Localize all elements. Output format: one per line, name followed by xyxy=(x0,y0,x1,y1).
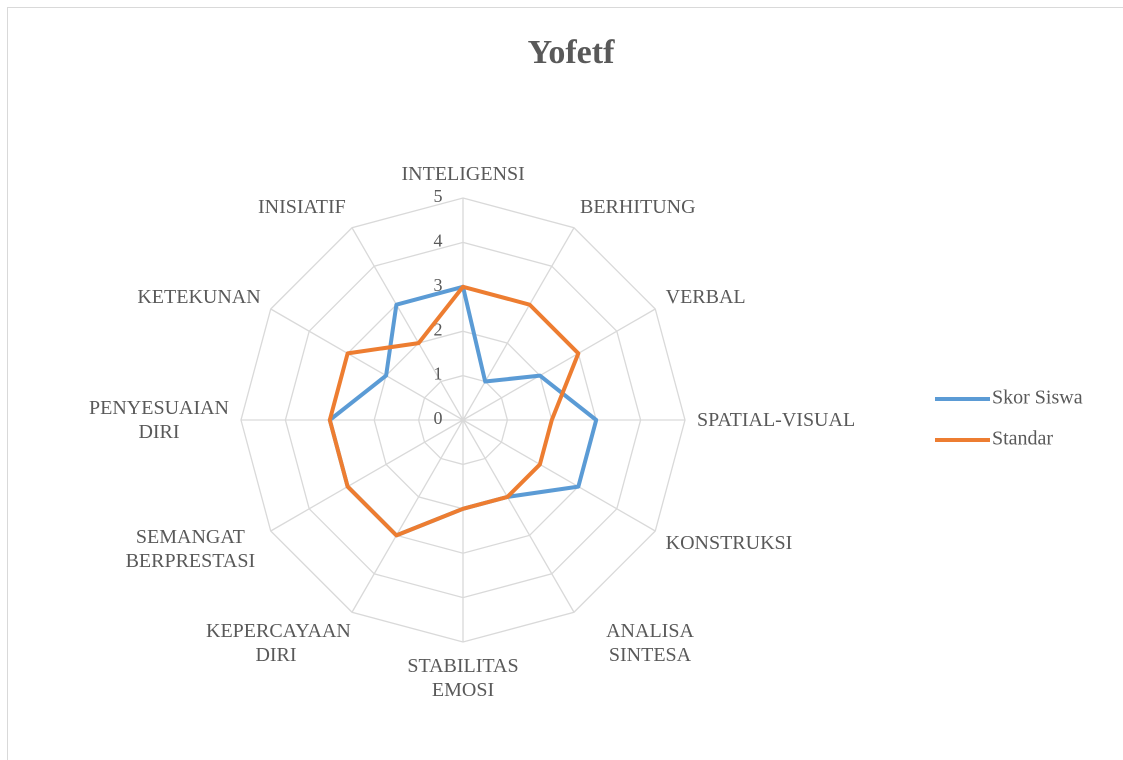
spoke xyxy=(462,308,656,421)
spoke xyxy=(462,227,575,421)
spoke xyxy=(351,419,464,613)
legend-label: Skor Siswa xyxy=(992,387,1083,409)
legend-label: Standar xyxy=(992,428,1053,450)
category-label: VERBAL xyxy=(665,286,746,308)
spoke xyxy=(270,419,464,532)
spoke xyxy=(462,419,656,532)
category-label: ANALISA SINTESA xyxy=(606,620,694,667)
series-line xyxy=(327,284,581,538)
category-label: BERHITUNG xyxy=(580,195,696,218)
spoke xyxy=(462,419,575,613)
category-label: INTELIGENSI xyxy=(401,163,525,185)
category-label: STABILITAS EMOSI xyxy=(407,655,519,701)
spoke xyxy=(270,308,464,421)
category-label: PENYESUAIAN DIRI xyxy=(89,397,229,443)
category-label: KETEKUNAN xyxy=(137,286,261,308)
r-tick-label: 0 xyxy=(434,408,443,428)
spoke xyxy=(351,227,464,421)
category-label: INISIATIF xyxy=(258,195,346,218)
chart-title: Yofetf xyxy=(528,34,616,71)
chart-border xyxy=(7,7,1123,760)
r-tick-label: 4 xyxy=(434,231,443,251)
r-tick-label: 3 xyxy=(434,275,443,295)
category-label: SPATIAL-VISUAL xyxy=(697,409,856,431)
category-label: SEMANGAT BERPRESTASI xyxy=(125,526,256,572)
r-tick-label: 5 xyxy=(434,186,443,206)
category-label: KONSTRUKSI xyxy=(665,532,793,554)
r-tick-label: 2 xyxy=(434,319,443,339)
category-label: KEPERCAYAAN DIRI xyxy=(206,620,351,667)
r-tick-label: 1 xyxy=(434,364,443,384)
